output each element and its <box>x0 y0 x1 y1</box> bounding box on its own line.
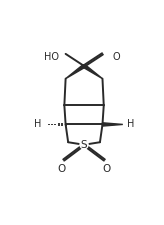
Polygon shape <box>102 123 123 126</box>
Text: O: O <box>57 164 65 174</box>
Polygon shape <box>83 65 102 79</box>
Text: O: O <box>103 164 111 174</box>
Text: H: H <box>34 119 41 129</box>
Polygon shape <box>66 65 85 79</box>
Text: H: H <box>127 119 134 129</box>
Text: O: O <box>112 52 120 62</box>
Circle shape <box>80 141 88 149</box>
Text: S: S <box>81 140 87 150</box>
Text: HO: HO <box>44 52 59 62</box>
